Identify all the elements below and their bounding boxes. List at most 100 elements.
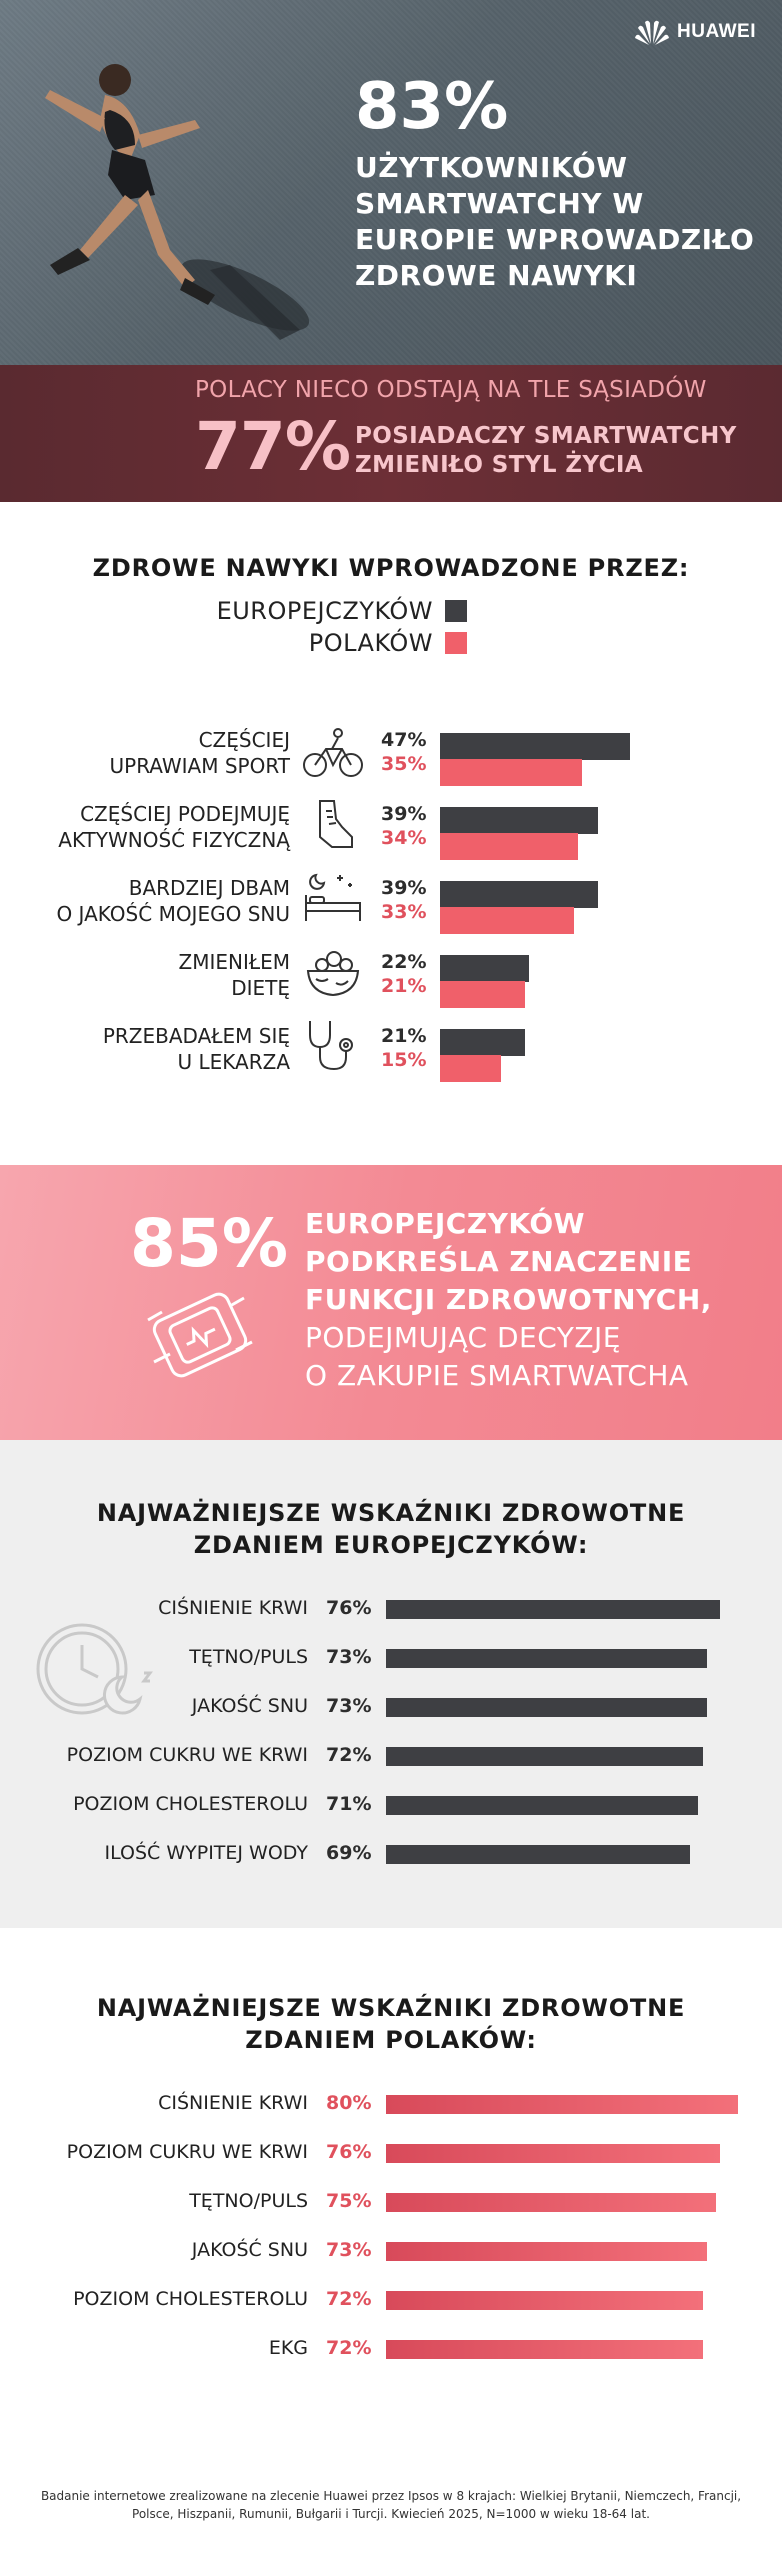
stethoscope-icon xyxy=(309,1021,353,1071)
habit-label-line: ZMIENIŁEM xyxy=(178,950,290,974)
indicator-percent: 73% xyxy=(326,1695,372,1717)
poland-indicators-title: NAJWAŻNIEJSZE WSKAŹNIKI ZDROWOTNE ZDANIE… xyxy=(0,1992,782,2056)
indicator-label: EKG xyxy=(268,2337,308,2359)
huawei-logo: HUAWEI xyxy=(635,18,756,46)
poland-line: POSIADACZY SMARTWATCHY xyxy=(355,423,737,449)
title-line: NAJWAŻNIEJSZE WSKAŹNIKI ZDROWOTNE xyxy=(96,1499,686,1527)
indicator-label: POZIOM CHOLESTEROLU xyxy=(73,2288,308,2310)
habit-europe-pct: 39% xyxy=(381,803,427,825)
hero-headline: UŻYTKOWNIKÓW SMARTWATCHY W EUROPIE WPROW… xyxy=(355,150,755,294)
habit-label: CZĘŚCIEJ PODEJMUJĘ AKTYWNOŚĆ FIZYCZNĄ xyxy=(0,801,290,853)
poland-subtitle: POLACY NIECO ODSTAJĄ NA TLE SĄSIADÓW xyxy=(195,377,707,403)
habit-label: BARDZIEJ DBAM O JAKOŚĆ MOJEGO SNU xyxy=(0,875,290,927)
indicator-label: TĘTNO/PULS xyxy=(189,1646,308,1668)
habit-label-line: O JAKOŚĆ MOJEGO SNU xyxy=(56,902,290,926)
sneaker-icon xyxy=(319,800,353,848)
indicator-label: POZIOM CUKRU WE KRWI xyxy=(66,2141,308,2163)
indicator-label: POZIOM CHOLESTEROLU xyxy=(73,1793,308,1815)
habit-europe-pct: 39% xyxy=(381,877,427,899)
indicator-label: POZIOM CUKRU WE KRWI xyxy=(66,1744,308,1766)
indicator-bar xyxy=(386,1845,690,1864)
indicator-bar xyxy=(386,1600,721,1619)
bar-poland xyxy=(440,1055,501,1082)
bar-europe xyxy=(440,807,598,834)
poland-band xyxy=(0,365,782,502)
poland-percent: 77% xyxy=(195,408,351,485)
indicator-bar xyxy=(386,2144,721,2163)
bar-poland xyxy=(440,833,578,860)
legend-label: POLAKÓW xyxy=(308,629,433,657)
title-line: NAJWAŻNIEJSZE WSKAŹNIKI ZDROWOTNE xyxy=(96,1994,686,2022)
habit-label-line: DIETĘ xyxy=(231,976,290,1000)
bar-europe xyxy=(440,955,530,982)
purchase-section xyxy=(0,1165,782,1440)
legend-label: EUROPEJCZYKÓW xyxy=(216,597,433,625)
habit-poland-pct: 21% xyxy=(381,975,427,997)
habit-label: PRZEBADAŁEM SIĘ U LEKARZA xyxy=(0,1023,290,1075)
habit-label: ZMIENIŁEM DIETĘ xyxy=(0,949,290,1001)
habit-europe-pct: 47% xyxy=(381,729,427,751)
habit-label: CZĘŚCIEJ UPRAWIAM SPORT xyxy=(0,727,291,779)
indicator-bar xyxy=(386,2242,708,2261)
legend-europe: EUROPEJCZYKÓW xyxy=(217,597,467,625)
purchase-line: PODEJMUJĄC DECYZJĘ xyxy=(305,1321,622,1354)
indicator-bar xyxy=(386,1747,703,1766)
indicator-bar xyxy=(386,2193,716,2212)
habit-poland-pct: 34% xyxy=(381,827,427,849)
indicator-percent: 76% xyxy=(326,2141,372,2163)
hero-line: EUROPIE WPROWADZIŁO xyxy=(355,223,755,256)
bar-europe xyxy=(440,733,631,760)
indicator-bar xyxy=(386,1698,708,1717)
indicator-percent: 69% xyxy=(326,1842,372,1864)
habit-europe-pct: 22% xyxy=(381,951,427,973)
habit-label-line: CZĘŚCIEJ xyxy=(198,728,290,752)
indicator-percent: 72% xyxy=(326,2337,372,2359)
purchase-line: EUROPEJCZYKÓW xyxy=(305,1207,586,1240)
purchase-line: PODKREŚLA ZNACZENIE xyxy=(305,1245,693,1278)
indicator-percent: 76% xyxy=(326,1597,372,1619)
legend-swatch-europe xyxy=(445,600,467,622)
habit-label-line: UPRAWIAM SPORT xyxy=(109,754,291,778)
indicator-percent: 72% xyxy=(326,2288,372,2310)
habit-poland-pct: 35% xyxy=(381,753,427,775)
hero-line: SMARTWATCHY W xyxy=(355,187,644,220)
hero-section: HUAWEI 83% UŻYTKOWNIKÓW SMARTWATCHY W EU… xyxy=(0,0,782,365)
habit-label-line: PRZEBADAŁEM SIĘ xyxy=(102,1024,290,1048)
runner-photo xyxy=(45,64,310,340)
indicator-percent: 80% xyxy=(326,2092,372,2114)
clock-moon-icon xyxy=(36,1623,153,1715)
legend-swatch-poland xyxy=(445,632,467,654)
hero-percent: 83% xyxy=(355,70,509,144)
bicycle-icon xyxy=(303,728,363,777)
habit-poland-pct: 15% xyxy=(381,1049,427,1071)
smartwatch-icon xyxy=(147,1292,253,1378)
habit-label-line: CZĘŚCIEJ PODEJMUJĘ xyxy=(80,802,290,826)
indicator-percent: 71% xyxy=(326,1793,372,1815)
purchase-text: EUROPEJCZYKÓW PODKREŚLA ZNACZENIE FUNKCJ… xyxy=(305,1205,712,1395)
bar-europe xyxy=(440,881,598,908)
habit-label-line: AKTYWNOŚĆ FIZYCZNĄ xyxy=(58,828,290,852)
poland-text: POSIADACZY SMARTWATCHY ZMIENIŁO STYL ŻYC… xyxy=(355,422,737,480)
footnote: Badanie internetowe zrealizowane na zlec… xyxy=(40,2489,742,2521)
indicator-label: ILOŚĆ WYPITEJ WODY xyxy=(104,1842,308,1864)
purchase-line: O ZAKUPIE SMARTWATCHA xyxy=(305,1359,689,1392)
indicator-label: TĘTNO/PULS xyxy=(189,2190,308,2212)
indicator-bar xyxy=(386,2340,703,2359)
indicator-bar xyxy=(386,1796,699,1815)
bar-poland xyxy=(440,759,582,786)
habit-label-line: BARDZIEJ DBAM xyxy=(128,876,290,900)
indicator-label: JAKOŚĆ SNU xyxy=(191,2239,308,2261)
habit-label-line: U LEKARZA xyxy=(177,1050,291,1074)
indicator-label: CIŚNIENIE KRWI xyxy=(158,2092,308,2114)
salad-bowl-icon xyxy=(306,951,360,997)
hero-line: UŻYTKOWNIKÓW xyxy=(355,151,628,184)
indicator-percent: 73% xyxy=(326,2239,372,2261)
title-line: ZDANIEM POLAKÓW: xyxy=(245,2026,537,2054)
bar-europe xyxy=(440,1029,526,1056)
legend-poland: POLAKÓW xyxy=(309,629,467,657)
bar-poland xyxy=(440,907,574,934)
logo-text: HUAWEI xyxy=(677,21,756,42)
hero-line: ZDROWE NAWYKI xyxy=(355,259,638,292)
indicator-bar xyxy=(386,2291,703,2310)
purchase-percent: 85% xyxy=(130,1205,288,1282)
